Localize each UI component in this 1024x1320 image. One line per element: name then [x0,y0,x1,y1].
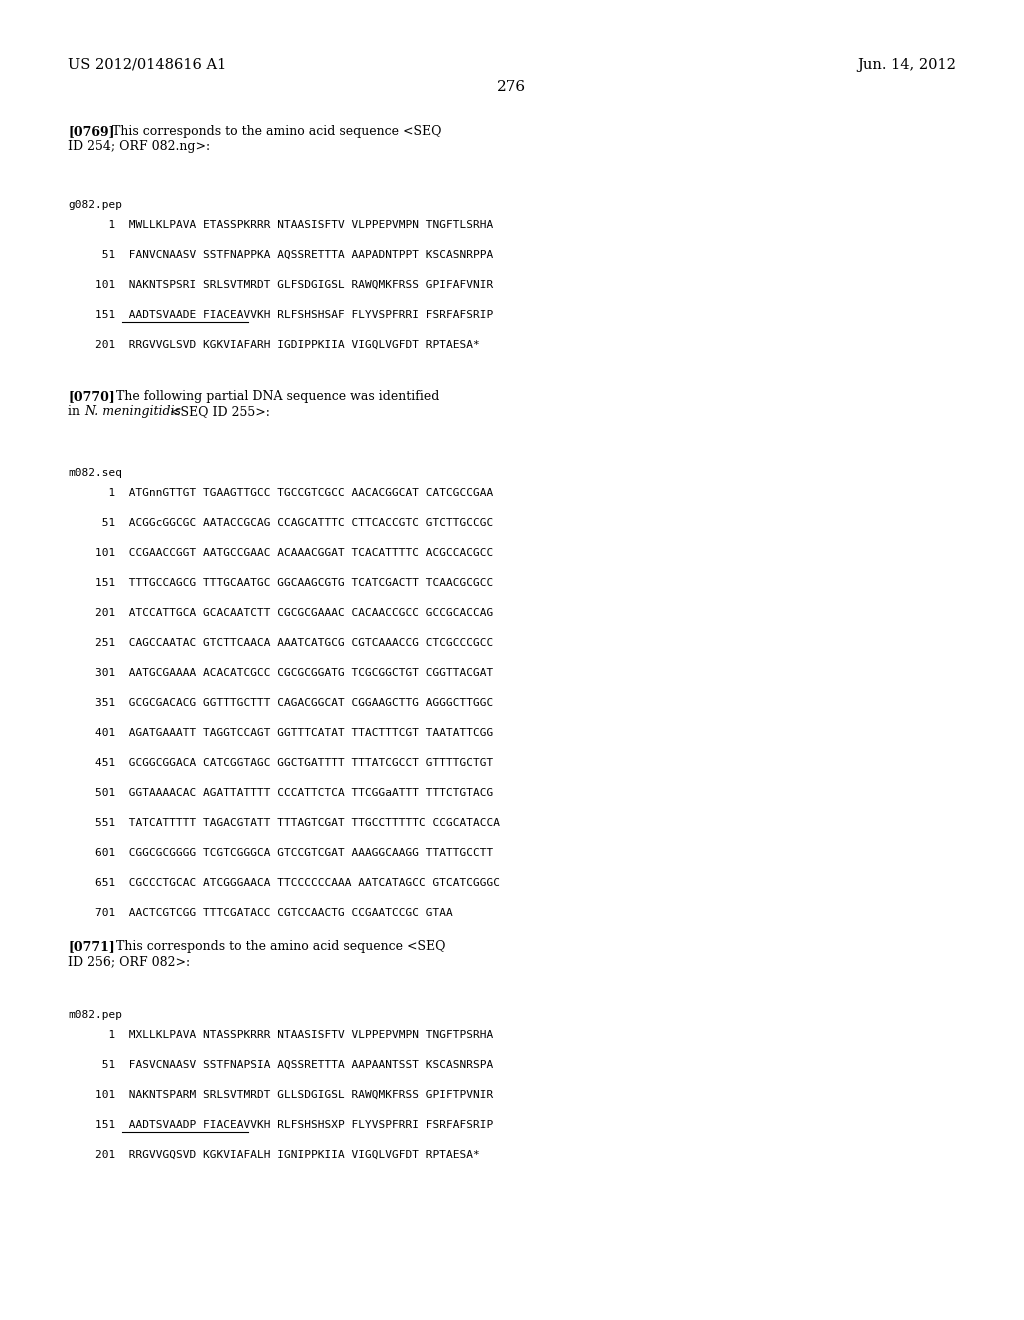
Text: 701  AACTCGTCGG TTTCGATACC CGTCCAACTG CCGAATCCGC GTAA: 701 AACTCGTCGG TTTCGATACC CGTCCAACTG CCG… [68,908,453,917]
Text: 201  RRGVVGQSVD KGKVIAFALH IGNIPPKIIA VIGQLVGFDT RPTAESA*: 201 RRGVVGQSVD KGKVIAFALH IGNIPPKIIA VIG… [68,1150,480,1160]
Text: 1  MXLLKLPAVA NTASSPKRRR NTAASISFTV VLPPEPVMPN TNGFTPSRHA: 1 MXLLKLPAVA NTASSPKRRR NTAASISFTV VLPPE… [68,1030,494,1040]
Text: Jun. 14, 2012: Jun. 14, 2012 [857,58,956,73]
Text: N. meningitidis: N. meningitidis [84,405,181,418]
Text: US 2012/0148616 A1: US 2012/0148616 A1 [68,58,226,73]
Text: 301  AATGCGAAAA ACACATCGCC CGCGCGGATG TCGCGGCTGT CGGTTACGAT: 301 AATGCGAAAA ACACATCGCC CGCGCGGATG TCG… [68,668,494,678]
Text: 651  CGCCCTGCAC ATCGGGAACA TTCCCCCCAAA AATCATAGCC GTCATCGGGC: 651 CGCCCTGCAC ATCGGGAACA TTCCCCCCAAA AA… [68,878,500,888]
Text: 151  AADTSVAADP FIACEAVVKH RLFSHSHSXP FLYVSPFRRI FSRFAFSRIP: 151 AADTSVAADP FIACEAVVKH RLFSHSHSXP FLY… [68,1119,494,1130]
Text: 1  ATGnnGTTGT TGAAGTTGCC TGCCGTCGCC AACACGGCAT CATCGCCGAA: 1 ATGnnGTTGT TGAAGTTGCC TGCCGTCGCC AACAC… [68,488,494,498]
Text: 51  ACGGcGGCGC AATACCGCAG CCAGCATTTC CTTCACCGTC GTCTTGCCGC: 51 ACGGcGGCGC AATACCGCAG CCAGCATTTC CTTC… [68,517,494,528]
Text: 501  GGTAAAACAC AGATTATTTT CCCATTCTCA TTCGGaATTT TTTCTGTACG: 501 GGTAAAACAC AGATTATTTT CCCATTCTCA TTC… [68,788,494,799]
Text: 251  CAGCCAATAC GTCTTCAACA AAATCATGCG CGTCAAACCG CTCGCCCGCC: 251 CAGCCAATAC GTCTTCAACA AAATCATGCG CGT… [68,638,494,648]
Text: ID 256; ORF 082>:: ID 256; ORF 082>: [68,954,190,968]
Text: [0769]: [0769] [68,125,115,139]
Text: This corresponds to the amino acid sequence <SEQ: This corresponds to the amino acid seque… [104,940,445,953]
Text: 151  AADTSVAADE FIACEAVVKH RLFSHSHSAF FLYVSPFRRI FSRFAFSRIP: 151 AADTSVAADE FIACEAVVKH RLFSHSHSAF FLY… [68,310,494,319]
Text: 101  NAKNTSPARM SRLSVTMRDT GLLSDGIGSL RAWQMKFRSS GPIFTPVNIR: 101 NAKNTSPARM SRLSVTMRDT GLLSDGIGSL RAW… [68,1090,494,1100]
Text: [0770]: [0770] [68,389,115,403]
Text: 351  GCGCGACACG GGTTTGCTTT CAGACGGCAT CGGAAGCTTG AGGGCTTGGC: 351 GCGCGACACG GGTTTGCTTT CAGACGGCAT CGG… [68,698,494,708]
Text: 101  NAKNTSPSRI SRLSVTMRDT GLFSDGIGSL RAWQMKFRSS GPIFAFVNIR: 101 NAKNTSPSRI SRLSVTMRDT GLFSDGIGSL RAW… [68,280,494,290]
Text: 101  CCGAACCGGT AATGCCGAAC ACAAACGGAT TCACATTTTC ACGCCACGCC: 101 CCGAACCGGT AATGCCGAAC ACAAACGGAT TCA… [68,548,494,558]
Text: The following partial DNA sequence was identified: The following partial DNA sequence was i… [104,389,439,403]
Text: 451  GCGGCGGACA CATCGGTAGC GGCTGATTTT TTTATCGCCT GTTTTGCTGT: 451 GCGGCGGACA CATCGGTAGC GGCTGATTTT TTT… [68,758,494,768]
Text: m082.pep: m082.pep [68,1010,122,1020]
Text: This corresponds to the amino acid sequence <SEQ: This corresponds to the amino acid seque… [104,125,441,139]
Text: 201  RRGVVGLSVD KGKVIAFARH IGDIPPKIIA VIGQLVGFDT RPTAESA*: 201 RRGVVGLSVD KGKVIAFARH IGDIPPKIIA VIG… [68,341,480,350]
Text: 51  FASVCNAASV SSTFNAPSIA AQSSRETTTA AAPAANTSST KSCASNRSPA: 51 FASVCNAASV SSTFNAPSIA AQSSRETTTA AAPA… [68,1060,494,1071]
Text: g082.pep: g082.pep [68,201,122,210]
Text: in: in [68,405,84,418]
Text: ID 254; ORF 082.ng>:: ID 254; ORF 082.ng>: [68,140,210,153]
Text: 276: 276 [498,81,526,94]
Text: 601  CGGCGCGGGG TCGTCGGGCA GTCCGTCGAT AAAGGCAAGG TTATTGCCTT: 601 CGGCGCGGGG TCGTCGGGCA GTCCGTCGAT AAA… [68,847,494,858]
Text: 551  TATCATTTTT TAGACGTATT TTTAGTCGAT TTGCCTTTTTC CCGCATACCA: 551 TATCATTTTT TAGACGTATT TTTAGTCGAT TTG… [68,818,500,828]
Text: 51  FANVCNAASV SSTFNAPPKA AQSSRETTTA AAPADNTPPT KSCASNRPPA: 51 FANVCNAASV SSTFNAPPKA AQSSRETTTA AAPA… [68,249,494,260]
Text: <SEQ ID 255>:: <SEQ ID 255>: [166,405,270,418]
Text: 201  ATCCATTGCA GCACAATCTT CGCGCGAAAC CACAACCGCC GCCGCACCAG: 201 ATCCATTGCA GCACAATCTT CGCGCGAAAC CAC… [68,609,494,618]
Text: 151  TTTGCCAGCG TTTGCAATGC GGCAAGCGTG TCATCGACTT TCAACGCGCC: 151 TTTGCCAGCG TTTGCAATGC GGCAAGCGTG TCA… [68,578,494,587]
Text: 1  MWLLKLPAVA ETASSPKRRR NTAASISFTV VLPPEPVMPN TNGFTLSRHA: 1 MWLLKLPAVA ETASSPKRRR NTAASISFTV VLPPE… [68,220,494,230]
Text: [0771]: [0771] [68,940,115,953]
Text: m082.seq: m082.seq [68,469,122,478]
Text: 401  AGATGAAATT TAGGTCCAGT GGTTTCATAT TTACTTTCGT TAATATTCGG: 401 AGATGAAATT TAGGTCCAGT GGTTTCATAT TTA… [68,729,494,738]
